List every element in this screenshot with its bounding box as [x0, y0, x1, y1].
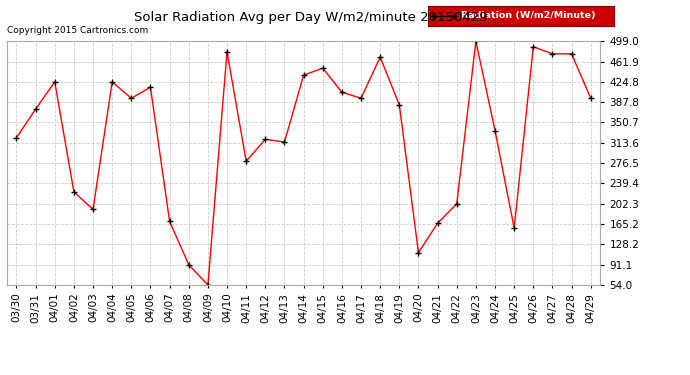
Text: Copyright 2015 Cartronics.com: Copyright 2015 Cartronics.com: [7, 26, 148, 35]
Text: Solar Radiation Avg per Day W/m2/minute 20150429: Solar Radiation Avg per Day W/m2/minute …: [134, 11, 487, 24]
Text: Radiation (W/m2/Minute): Radiation (W/m2/Minute): [462, 12, 596, 20]
